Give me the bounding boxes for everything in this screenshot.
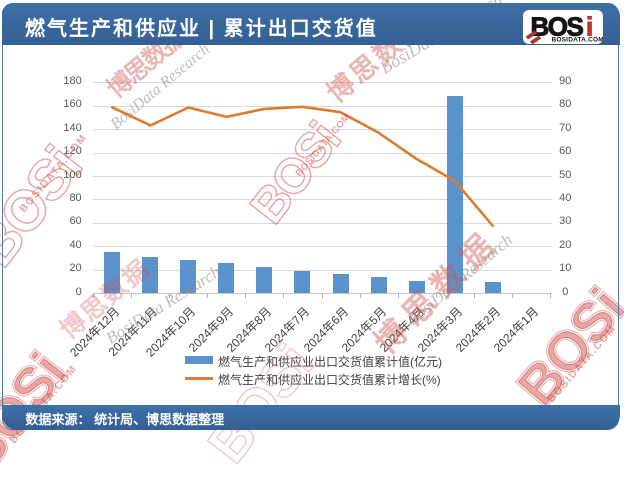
svg-text:BOSIDATA.COM: BOSIDATA.COM — [552, 36, 604, 43]
svg-text:i: i — [586, 11, 593, 41]
